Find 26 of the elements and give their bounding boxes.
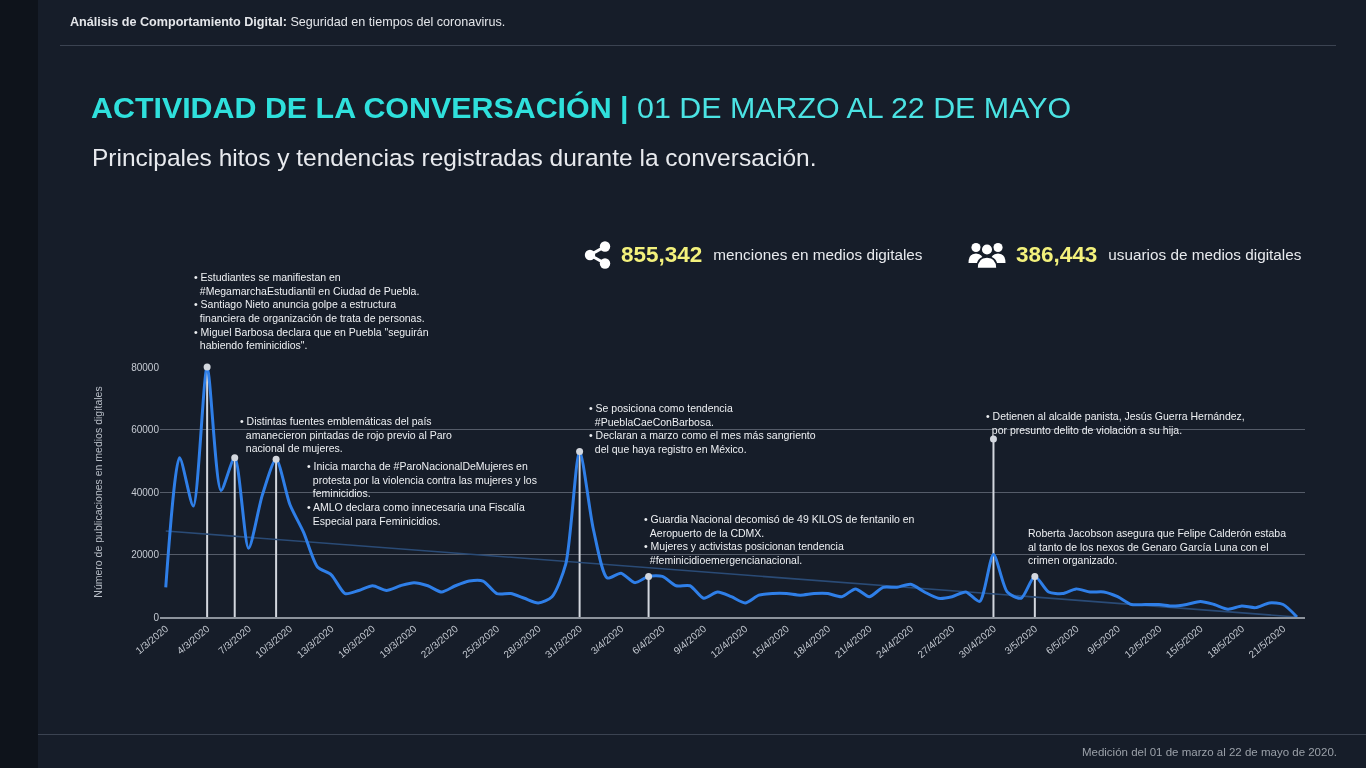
y-tick-label: 60000 <box>131 424 160 435</box>
y-tick-label: 40000 <box>131 486 160 498</box>
annotation: • Distintas fuentes emblemáticas del país amanecieron pintadas de rojo previo al Paro nacional de mujeres. <box>240 415 453 455</box>
point <box>231 454 239 462</box>
annotation: • Se posiciona como tendencia #PueblaCaeConBarbosa. • Declaran a marzo como el mes más sangriento del que haya registro en México. <box>589 402 816 455</box>
point <box>272 455 280 463</box>
text: Medición del 01 de marzo al 22 de mayo de 2020. <box>1081 746 1337 758</box>
y-tick-label: 80000 <box>131 361 160 373</box>
annotation: • Estudiantes se manifiestan en #MegamarchaEstudiantil en Ciudad de Puebla. • Santiago Nieto anuncia golpe a estructura financiera de organización de trata de personas. • Miguel Barbosa declara que en Puebla "seguirán habiendo feminicidios". <box>194 271 429 352</box>
point <box>989 435 997 443</box>
chart-title: ACTIVIDAD DE LA CONVERSACIÓN | 01 DE MARZO AL 22 DE MAYO <box>91 90 1072 124</box>
text: 386,443 usuarios de medios digitales <box>1016 242 1302 268</box>
text: Análisis de Comportamiento Digital: Seguridad en tiempos del coronavirus. <box>70 15 506 29</box>
annotation: • Inicia marcha de #ParoNacionalDeMujeres en protesta por la violencia contra las mujeres y los feminicidios. • AMLO declara como innecesaria una Fiscalía Especial para Feminicidios. <box>307 460 537 527</box>
y-axis-title: Número de publicaciones en medios digitales <box>92 386 105 598</box>
point <box>1031 572 1039 580</box>
y-tick-label: 20000 <box>131 549 160 560</box>
annotation: • Guardia Nacional decomisó de 49 KILOS de fentanilo en Aeropuerto de la CDMX. • Mujeres y activistas posicionan tendencia #feminicidioemergencianacional. <box>644 513 915 566</box>
text: 855,342 menciones en medios digitales <box>621 242 923 268</box>
point <box>645 572 653 580</box>
point <box>576 447 584 455</box>
chart-subtitle: Principales hitos y tendencias registradas durante la conversación. <box>92 144 817 172</box>
annotation: • Detienen al alcalde panista, Jesús Guerra Hernández, por presunto delito de violación a su hija. <box>986 410 1245 436</box>
y-tick-label: 0 <box>153 611 160 623</box>
point <box>203 363 211 371</box>
annotation: Roberta Jacobson asegura que Felipe Calderón estaba al tanto de los nexos de Genaro García Luna con el crimen organizado. <box>1028 527 1287 567</box>
